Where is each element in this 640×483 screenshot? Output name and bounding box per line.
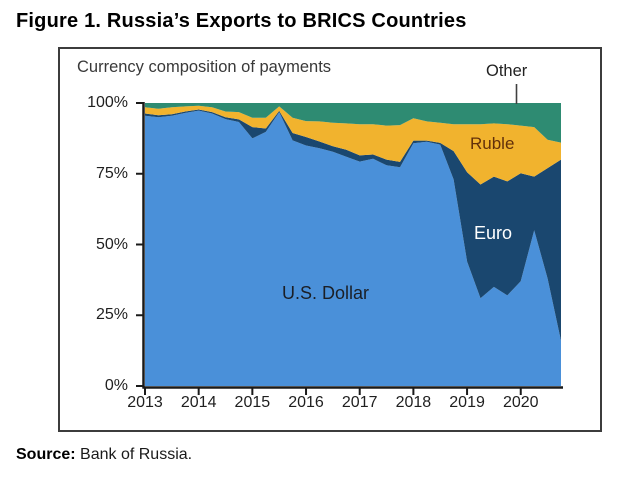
y-tick-25%: 25% (95, 306, 128, 324)
y-tick-100%: 100% (87, 94, 128, 111)
source-line: Source: Bank of Russia. (16, 446, 192, 464)
x-tick-2020: 2020 (502, 394, 539, 411)
y-tick-50%: 50% (95, 235, 128, 253)
x-tick-2013: 2013 (127, 394, 163, 411)
x-tick-2015: 2015 (234, 394, 271, 411)
series-label-other: Other (486, 62, 528, 80)
y-tick-0%: 0% (104, 377, 128, 394)
x-tick-2017: 2017 (341, 394, 378, 411)
source-label: Source: (16, 446, 76, 463)
figure-title: Figure 1. Russia’s Exports to BRICS Coun… (16, 10, 467, 32)
source-text: Bank of Russia. (80, 446, 193, 463)
chart-subtitle: Currency composition of payments (77, 58, 332, 76)
chart-panel (58, 47, 602, 432)
x-tick-2019: 2019 (449, 394, 485, 411)
y-tick-75%: 75% (95, 164, 128, 182)
x-tick-2014: 2014 (180, 394, 217, 411)
x-tick-2016: 2016 (288, 394, 324, 411)
x-tick-2018: 2018 (395, 394, 432, 411)
